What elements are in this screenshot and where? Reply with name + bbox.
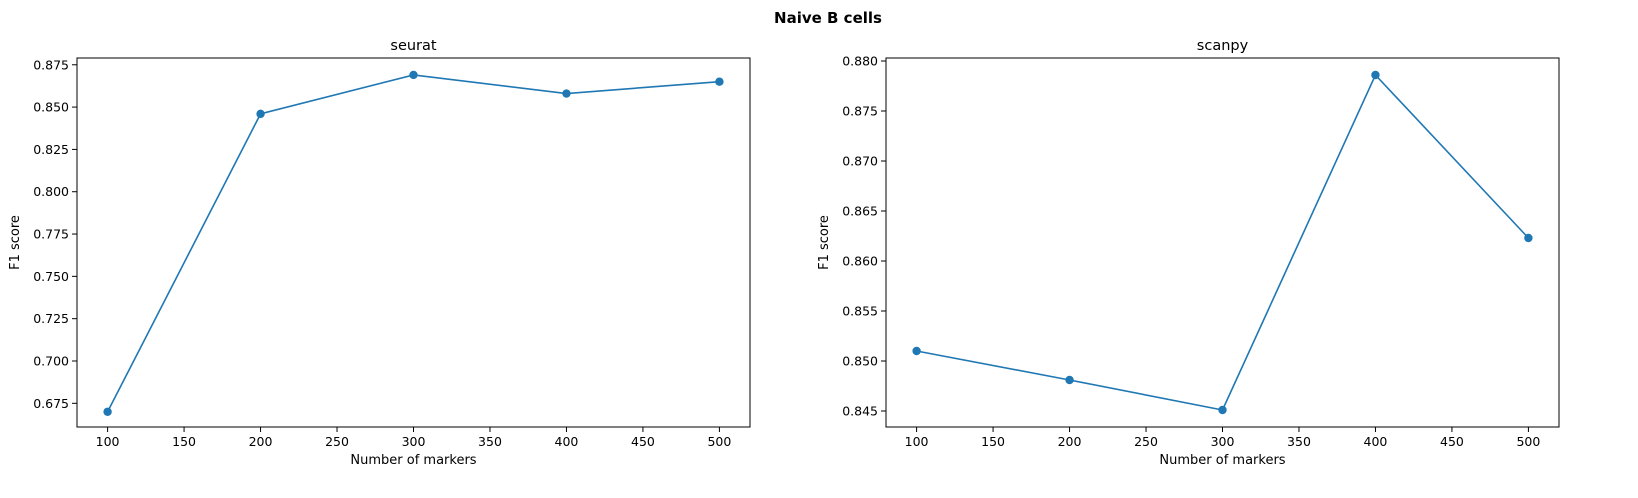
scanpy-data-point [1218, 405, 1227, 415]
seurat-panel: seurat 100 150 200 250 300 350 400 450 500 0.675 0.… [8, 38, 751, 468]
seurat-axes-frame [76, 57, 751, 428]
scanpy-data-point [1371, 70, 1380, 80]
scanpy-x-tick-label: 300 [1211, 434, 1235, 449]
scanpy-title: scanpy [1197, 38, 1249, 54]
seurat-y-tick-label: 0.725 [33, 311, 69, 326]
scanpy-data-point [1524, 233, 1533, 243]
seurat-x-tick-label: 150 [172, 434, 196, 449]
scanpy-x-tick-label: 350 [1287, 434, 1311, 449]
scanpy-y-axis-label: F1 score [817, 215, 832, 270]
scanpy-y-tick-label: 0.850 [842, 354, 878, 369]
scanpy-x-tick-label: 250 [1134, 434, 1158, 449]
scanpy-x-axis-label: Number of markers [1159, 453, 1285, 468]
seurat-title: seurat [390, 38, 437, 54]
seurat-series-line [106, 74, 720, 413]
scanpy-data-point [1065, 375, 1074, 385]
scanpy-y-tick-label: 0.865 [842, 204, 878, 219]
seurat-y-tick-label: 0.800 [33, 184, 69, 199]
scanpy-x-tick-label: 400 [1364, 434, 1388, 449]
scanpy-y-tick-label: 0.860 [842, 254, 878, 269]
scanpy-y-tick-label: 0.855 [842, 304, 878, 319]
seurat-y-tick-label: 0.850 [33, 100, 69, 115]
scanpy-y-tick-label: 0.870 [842, 154, 878, 169]
seurat-y-tick-label: 0.675 [33, 396, 69, 411]
scanpy-y-tick-label: 0.845 [842, 404, 878, 419]
seurat-x-tick-label: 400 [555, 434, 579, 449]
scanpy-y-tick-label: 0.880 [842, 54, 878, 69]
seurat-y-tick-label: 0.875 [33, 57, 69, 72]
scanpy-data-point [912, 346, 921, 356]
figure-suptitle: Naive B cells [774, 9, 882, 27]
seurat-y-tick-label: 0.750 [33, 269, 69, 284]
seurat-y-axis-label: F1 score [8, 215, 23, 270]
seurat-data-point [103, 407, 112, 416]
seurat-y-tick-label: 0.700 [33, 353, 69, 368]
seurat-y-tick-label: 0.775 [33, 227, 69, 242]
seurat-x-tick-label: 350 [478, 434, 502, 449]
scanpy-x-tick-label: 100 [905, 434, 929, 449]
seurat-y-tick-label: 0.825 [33, 142, 69, 157]
seurat-x-axis-label: Number of markers [350, 453, 476, 468]
seurat-data-point [256, 109, 265, 119]
seurat-data-point [409, 70, 418, 80]
scanpy-x-tick-label: 450 [1440, 434, 1464, 449]
seurat-data-point [715, 77, 724, 86]
seurat-x-tick-label: 300 [402, 434, 426, 449]
seurat-x-tick-label: 500 [707, 434, 731, 449]
seurat-data-point [562, 89, 571, 98]
scanpy-axes-frame [885, 57, 1560, 428]
scanpy-panel: scanpy 100 150 200 250 300 350 400 450 500 0.845 0.… [817, 38, 1560, 468]
scanpy-x-tick-label: 150 [981, 434, 1005, 449]
seurat-x-tick-label: 100 [96, 434, 120, 449]
seurat-x-tick-label: 450 [631, 434, 655, 449]
seurat-x-tick-label: 250 [325, 434, 349, 449]
scanpy-series-line [916, 73, 1529, 411]
scanpy-x-tick-label: 200 [1058, 434, 1082, 449]
scanpy-y-tick-label: 0.875 [842, 104, 878, 119]
scanpy-x-tick-label: 500 [1516, 434, 1540, 449]
seurat-x-tick-label: 200 [249, 434, 273, 449]
